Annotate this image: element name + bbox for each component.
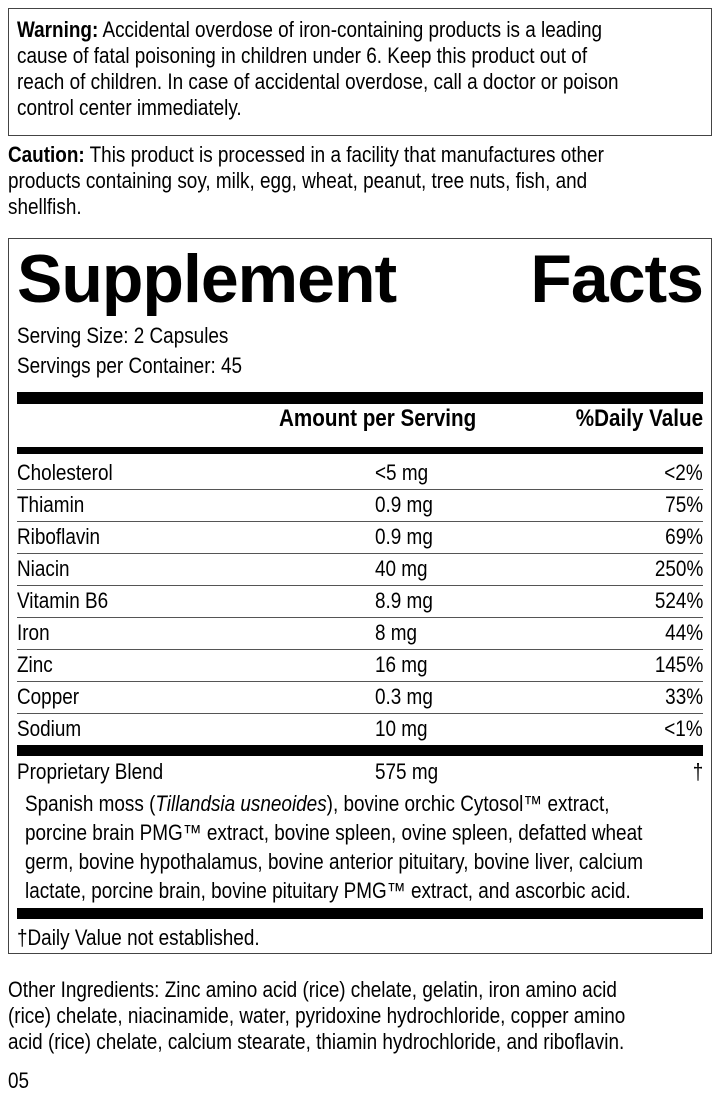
latin-name: Tillandsia usneoides [155,791,327,816]
blend-dv: † [692,759,703,784]
warning-box: Warning: Accidental overdose of iron-con… [8,8,712,136]
blend-desc-line-1: Spanish moss (Tillandsia usneoides), bov… [25,791,610,816]
blend-description: Spanish moss (Tillandsia usneoides), bov… [25,789,720,905]
divider-medium [17,447,703,454]
warning-line-3: reach of children. In case of accidental… [17,69,619,94]
header-amount: Amount per Serving [279,405,508,433]
blend-desc-line-3: germ, bovine hypothalamus, bovine anteri… [25,849,644,874]
header-dv-text: %Daily Value [575,405,703,432]
nutrient-row: Riboflavin 0.9 mg 69% [17,521,703,554]
supplement-facts-panel: Supplement Facts Serving Size: 2 Capsule… [8,238,712,954]
nutrient-amount: 16 mg [375,652,428,677]
header-amount-text: Amount per Serving [279,405,477,432]
nutrient-daily-value: 44% [665,620,703,645]
divider-thick [17,392,703,404]
nutrient-daily-value: 69% [665,524,703,549]
serving-size: Serving Size: 2 Capsules [17,323,263,349]
nutrient-amount: 0.9 mg [375,524,433,549]
nutrient-row: Thiamin 0.9 mg 75% [17,489,703,522]
nutrient-amount: <5 mg [375,460,429,485]
other-ingredients: Other Ingredients: Zinc amino acid (rice… [8,977,720,1055]
serving-size-text: Serving Size: 2 Capsules [17,323,229,348]
warning-label: Warning: [17,17,99,42]
warning-line-4: control center immediately. [17,95,242,120]
nutrient-daily-value: 250% [654,556,703,581]
nutrient-amount: 8.9 mg [375,588,433,613]
nutrient-daily-value: <1% [664,716,703,741]
nutrient-name: Riboflavin [17,524,101,549]
nutrient-name: Iron [17,620,50,645]
nutrient-name: Cholesterol [17,460,113,485]
proprietary-blend-row: Proprietary Blend 575 mg † [17,756,703,788]
nutrient-row: Iron 8 mg 44% [17,617,703,650]
footnote: †Daily Value not established. [17,925,299,951]
servings-per-container-text: Servings per Container: 45 [17,353,243,378]
nutrient-name: Sodium [17,716,82,741]
caution-text: Caution: This product is processed in a … [8,142,708,220]
other-ingredients-line-2: (rice) chelate, niacinamide, water, pyri… [8,1003,626,1028]
warning-line-1: Warning: Accidental overdose of iron-con… [17,17,603,42]
warning-line-2: cause of fatal poisoning in children und… [17,43,588,68]
footnote-text: †Daily Value not established. [17,925,260,950]
nutrient-row: Copper 0.3 mg 33% [17,681,703,714]
blend-name: Proprietary Blend [17,759,164,784]
nutrient-amount: 0.9 mg [375,492,433,517]
title-word-1: Supplement [17,241,397,317]
caution-line-3: shellfish. [8,194,82,219]
nutrient-name: Vitamin B6 [17,588,109,613]
nutrient-name: Niacin [17,556,70,581]
other-ingredients-line-3: acid (rice) chelate, calcium stearate, t… [8,1029,625,1054]
nutrient-name: Copper [17,684,80,709]
other-ingredients-line-1: Other Ingredients: Zinc amino acid (rice… [8,977,617,1002]
nutrient-name: Thiamin [17,492,85,517]
blend-desc-line-4: lactate, porcine brain, bovine pituitary… [25,878,631,903]
caution-line-1: Caution: This product is processed in a … [8,142,604,167]
nutrient-name: Zinc [17,652,53,677]
header-daily-value: %Daily Value [555,405,703,433]
nutrient-amount: 40 mg [375,556,428,581]
divider-thick [17,745,703,756]
product-code-text: 05 [8,1068,30,1093]
blend-amount: 575 mg [375,759,439,784]
divider-thick [17,908,703,919]
caution-line-2: products containing soy, milk, egg, whea… [8,168,588,193]
caution-label: Caution: [8,142,85,167]
nutrient-amount: 8 mg [375,620,418,645]
facts-title: Supplement Facts [17,241,704,317]
nutrient-amount: 10 mg [375,716,428,741]
nutrient-daily-value: 524% [654,588,703,613]
nutrient-row: Sodium 10 mg <1% [17,713,703,745]
product-code: 05 [8,1068,32,1094]
nutrient-daily-value: 75% [665,492,703,517]
nutrient-daily-value: <2% [664,460,703,485]
nutrient-daily-value: 33% [665,684,703,709]
nutrient-row: Niacin 40 mg 250% [17,553,703,586]
title-word-2: Facts [530,241,704,317]
nutrient-amount: 0.3 mg [375,684,433,709]
blend-desc-line-2: porcine brain PMG™ extract, bovine splee… [25,820,643,845]
nutrient-row: Cholesterol <5 mg <2% [17,457,703,490]
nutrient-row: Vitamin B6 8.9 mg 524% [17,585,703,618]
nutrient-daily-value: 145% [654,652,703,677]
nutrient-row: Zinc 16 mg 145% [17,649,703,682]
servings-per-container: Servings per Container: 45 [17,353,279,379]
